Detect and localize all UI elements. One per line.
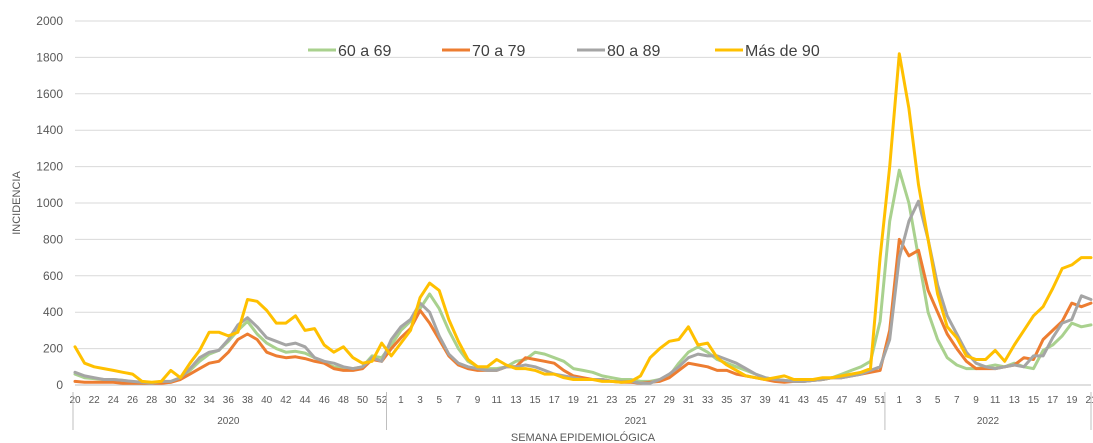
x-tick-label: 33	[702, 395, 714, 406]
x-tick-label: 25	[625, 395, 637, 406]
x-tick-label: 48	[338, 395, 350, 406]
x-tick-label: 43	[798, 395, 810, 406]
x-tick-label: 38	[242, 395, 254, 406]
y-tick-label: 1400	[36, 123, 63, 137]
x-tick-label: 22	[89, 395, 101, 406]
x-tick-label: 31	[683, 395, 695, 406]
x-tick-label: 7	[954, 395, 960, 406]
x-tick-label: 47	[836, 395, 848, 406]
y-tick-label: 2000	[36, 14, 63, 28]
x-tick-label: 32	[184, 395, 196, 406]
y-tick-label: 0	[56, 378, 63, 392]
x-tick-label: 46	[319, 395, 331, 406]
y-tick-label: 1200	[36, 160, 63, 174]
y-tick-label: 200	[43, 342, 63, 356]
x-tick-label: 52	[376, 395, 388, 406]
x-tick-label: 11	[492, 395, 503, 406]
x-tick-label: 51	[875, 395, 887, 406]
x-tick-label: 13	[1009, 395, 1021, 406]
x-tick-label: 29	[664, 395, 676, 406]
x-tick-label: 41	[779, 395, 791, 406]
y-tick-label: 1000	[36, 196, 63, 210]
x-tick-label: 36	[223, 395, 235, 406]
series-line	[73, 52, 1093, 384]
x-tick-label: 42	[280, 395, 292, 406]
x-tick-label: 27	[645, 395, 657, 406]
y-axis-title: INCIDENCIA	[11, 171, 23, 235]
legend-label: 80 a 89	[607, 43, 660, 60]
legend-label: Más de 90	[745, 43, 820, 60]
y-tick-label: 1600	[36, 87, 63, 101]
x-tick-label: 15	[530, 395, 542, 406]
y-tick-label: 400	[43, 305, 63, 319]
x-tick-label: 17	[1047, 395, 1059, 406]
y-tick-label: 1800	[36, 50, 63, 64]
x-tick-label: 37	[740, 395, 752, 406]
legend-label: 70 a 79	[472, 43, 525, 60]
series-line	[73, 168, 1093, 385]
legend-label: 60 a 69	[338, 43, 391, 60]
x-tick-label: 30	[165, 395, 177, 406]
x-tick-label: 23	[606, 395, 618, 406]
x-tick-label: 19	[568, 395, 580, 406]
x-tick-label: 45	[817, 395, 829, 406]
x-tick-label: 26	[127, 395, 139, 406]
x-tick-label: 9	[973, 395, 979, 406]
y-tick-label: 600	[43, 269, 63, 283]
x-tick-label: 21	[1085, 395, 1093, 406]
x-tick-label: 34	[204, 395, 216, 406]
x-tick-label: 5	[436, 395, 442, 406]
x-tick-label: 11	[990, 395, 1001, 406]
x-tick-label: 50	[357, 395, 369, 406]
year-label: 2022	[977, 416, 1000, 427]
x-tick-label: 24	[108, 395, 120, 406]
x-tick-label: 39	[760, 395, 772, 406]
x-tick-label: 3	[916, 395, 922, 406]
x-tick-label: 5	[935, 395, 941, 406]
x-tick-label: 49	[855, 395, 867, 406]
series-line	[73, 237, 1093, 385]
year-label: 2021	[625, 416, 648, 427]
year-label: 2020	[217, 416, 240, 427]
x-tick-label: 9	[475, 395, 481, 406]
x-tick-label: 28	[146, 395, 158, 406]
x-tick-label: 19	[1066, 395, 1078, 406]
y-tick-label: 800	[43, 232, 63, 246]
x-tick-label: 40	[261, 395, 273, 406]
x-tick-label: 21	[587, 395, 599, 406]
x-tick-label: 35	[721, 395, 733, 406]
x-tick-label: 15	[1028, 395, 1040, 406]
x-tick-label: 13	[510, 395, 522, 406]
x-tick-label: 17	[549, 395, 561, 406]
x-tick-label: 7	[456, 395, 462, 406]
x-tick-label: 44	[299, 395, 311, 406]
x-tick-label: 3	[417, 395, 423, 406]
x-tick-label: 1	[897, 395, 903, 406]
x-tick-label: 20	[69, 395, 81, 406]
x-axis-title: SEMANA EPIDEMIOLÓGICA	[511, 431, 656, 443]
x-tick-label: 1	[398, 395, 404, 406]
